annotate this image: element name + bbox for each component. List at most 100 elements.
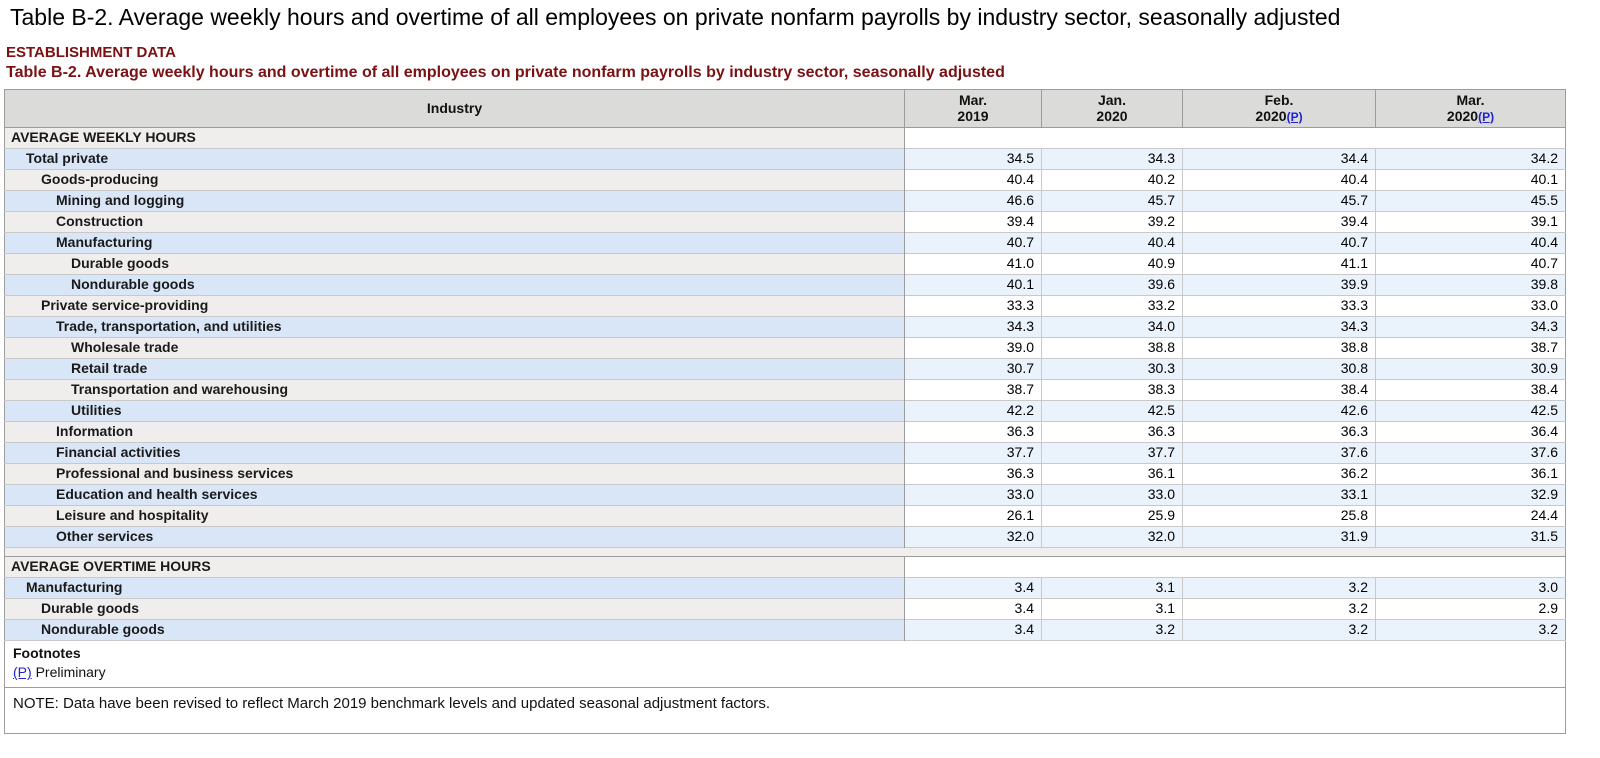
section-title: AVERAGE OVERTIME HOURS xyxy=(4,556,905,578)
section-header-row: AVERAGE WEEKLY HOURS xyxy=(4,127,1566,149)
table-row: Total private 34.5 34.3 34.4 34.2 xyxy=(4,148,1566,170)
value-cell: 39.6 xyxy=(1041,274,1183,296)
footnotes-cell: Footnotes (P) Preliminary xyxy=(4,640,1566,688)
value-cell: 40.1 xyxy=(904,274,1042,296)
value-cell: 3.2 xyxy=(1182,577,1376,599)
table-row: Wholesale trade 39.0 38.8 38.8 38.7 xyxy=(4,337,1566,359)
section-separator-row xyxy=(4,547,1566,557)
industry-label: Other services xyxy=(4,526,905,548)
value-cell: 40.7 xyxy=(1375,253,1566,275)
header-line2: 2020 xyxy=(1255,107,1287,124)
value-cell: 38.7 xyxy=(1375,337,1566,359)
value-cell: 3.4 xyxy=(904,598,1042,620)
value-cell: 36.4 xyxy=(1375,421,1566,443)
value-cell: 40.4 xyxy=(1041,232,1183,254)
value-cell: 40.7 xyxy=(1182,232,1376,254)
table-row: Private service-providing 33.3 33.2 33.3 33.… xyxy=(4,295,1566,317)
value-cell: 39.8 xyxy=(1375,274,1566,296)
header-line1: Jan. xyxy=(1097,92,1126,109)
value-cell: 38.3 xyxy=(1041,379,1183,401)
industry-label: Information xyxy=(4,421,905,443)
industry-label: Manufacturing xyxy=(4,232,905,254)
separator-cell xyxy=(4,547,1566,557)
industry-label: Total private xyxy=(4,148,905,170)
value-cell: 45.7 xyxy=(1182,190,1376,212)
value-cell: 3.2 xyxy=(1375,619,1566,641)
value-cell: 36.3 xyxy=(1041,421,1183,443)
value-cell: 33.0 xyxy=(904,484,1042,506)
value-cell: 42.2 xyxy=(904,400,1042,422)
value-cell: 31.5 xyxy=(1375,526,1566,548)
value-cell: 40.4 xyxy=(904,169,1042,191)
section-title: AVERAGE WEEKLY HOURS xyxy=(4,127,905,149)
value-cell: 30.3 xyxy=(1041,358,1183,380)
industry-label: Utilities xyxy=(4,400,905,422)
table-row: Other services 32.0 32.0 31.9 31.5 xyxy=(4,526,1566,548)
header-line1: Feb. xyxy=(1264,92,1294,109)
value-cell: 32.9 xyxy=(1375,484,1566,506)
industry-label: Construction xyxy=(4,211,905,233)
value-cell: 36.3 xyxy=(1182,421,1376,443)
value-cell: 38.8 xyxy=(1182,337,1376,359)
table-row: Durable goods 41.0 40.9 41.1 40.7 xyxy=(4,253,1566,275)
value-cell: 37.7 xyxy=(904,442,1042,464)
value-cell: 3.2 xyxy=(1182,598,1376,620)
table-body: AVERAGE WEEKLY HOURS Total private 34.5 34.… xyxy=(4,127,1566,641)
value-cell: 42.5 xyxy=(1041,400,1183,422)
industry-label: Mining and logging xyxy=(4,190,905,212)
value-cell: 37.6 xyxy=(1182,442,1376,464)
column-header-mar-2019: Mar. 2019 xyxy=(904,89,1042,128)
preliminary-footnote-text: Preliminary xyxy=(35,664,106,681)
industry-label: Wholesale trade xyxy=(4,337,905,359)
table-row: Nondurable goods 3.4 3.2 3.2 3.2 xyxy=(4,619,1566,641)
industry-label: Durable goods xyxy=(4,598,905,620)
preliminary-footnote-link[interactable]: (P) xyxy=(13,664,32,681)
table-row: Retail trade 30.7 30.3 30.8 30.9 xyxy=(4,358,1566,380)
value-cell: 40.1 xyxy=(1375,169,1566,191)
value-cell: 38.8 xyxy=(1041,337,1183,359)
industry-label: Trade, transportation, and utilities xyxy=(4,316,905,338)
value-cell: 45.7 xyxy=(1041,190,1183,212)
value-cell: 32.0 xyxy=(1041,526,1183,548)
preliminary-link[interactable]: (P) xyxy=(1478,109,1495,124)
value-cell: 34.0 xyxy=(1041,316,1183,338)
column-header-industry: Industry xyxy=(4,89,905,128)
value-cell: 26.1 xyxy=(904,505,1042,527)
value-cell: 41.1 xyxy=(1182,253,1376,275)
header-line1: Mar. xyxy=(1456,92,1485,109)
table-header: Industry Mar. 2019 Jan. 2020 Feb. 2020(P… xyxy=(4,89,1566,128)
value-cell: 30.7 xyxy=(904,358,1042,380)
value-cell: 36.3 xyxy=(904,421,1042,443)
value-cell: 40.4 xyxy=(1182,169,1376,191)
value-cell: 3.1 xyxy=(1041,577,1183,599)
value-cell: 39.9 xyxy=(1182,274,1376,296)
value-cell: 3.4 xyxy=(904,619,1042,641)
value-cell: 46.6 xyxy=(904,190,1042,212)
footnotes-title: Footnotes xyxy=(13,645,81,661)
industry-label: Goods-producing xyxy=(4,169,905,191)
value-cell: 3.1 xyxy=(1041,598,1183,620)
value-cell: 42.5 xyxy=(1375,400,1566,422)
table-row: Utilities 42.2 42.5 42.6 42.5 xyxy=(4,400,1566,422)
section-header-spacer xyxy=(904,127,1566,149)
value-cell: 34.3 xyxy=(1375,316,1566,338)
value-cell: 31.9 xyxy=(1182,526,1376,548)
value-cell: 3.2 xyxy=(1041,619,1183,641)
column-header-feb-2020: Feb. 2020(P) xyxy=(1182,89,1376,128)
industry-label: Financial activities xyxy=(4,442,905,464)
value-cell: 36.1 xyxy=(1041,463,1183,485)
preliminary-link[interactable]: (P) xyxy=(1286,109,1303,124)
header-line2: 2020 xyxy=(1446,107,1479,124)
industry-label: Transportation and warehousing xyxy=(4,379,905,401)
value-cell: 36.1 xyxy=(1375,463,1566,485)
table-row: Construction 39.4 39.2 39.4 39.1 xyxy=(4,211,1566,233)
section-header-row: AVERAGE OVERTIME HOURS xyxy=(4,556,1566,578)
value-cell: 40.2 xyxy=(1041,169,1183,191)
table-row: Mining and logging 46.6 45.7 45.7 45.5 xyxy=(4,190,1566,212)
table-footer: Footnotes (P) Preliminary NOTE: Data hav… xyxy=(4,640,1566,734)
value-cell: 40.4 xyxy=(1375,232,1566,254)
data-table: Industry Mar. 2019 Jan. 2020 Feb. 2020(P… xyxy=(4,89,1566,734)
table-row: Goods-producing 40.4 40.2 40.4 40.1 xyxy=(4,169,1566,191)
industry-label: Manufacturing xyxy=(4,577,905,599)
value-cell: 40.9 xyxy=(1041,253,1183,275)
